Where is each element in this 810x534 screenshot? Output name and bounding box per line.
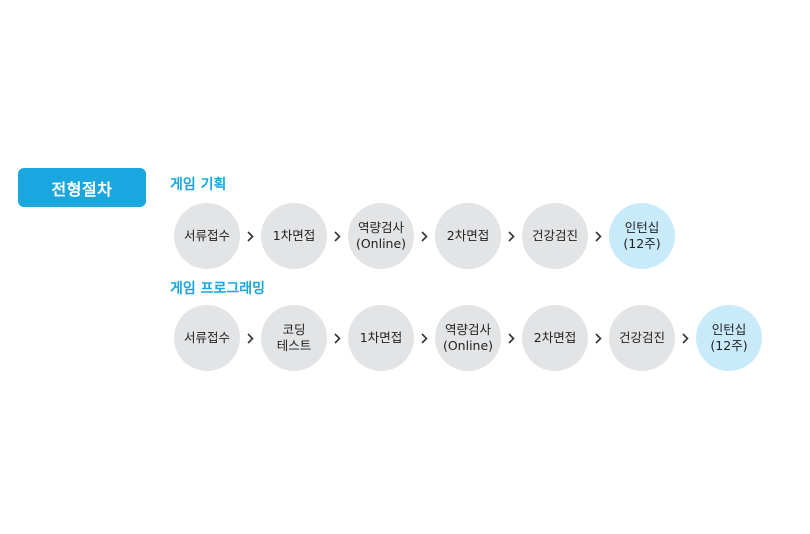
- process-step-label: 2차면접: [446, 228, 490, 243]
- chevron-right-icon: [240, 332, 261, 344]
- process-step-label: 인턴십: [624, 220, 660, 235]
- process-step: 1차면접: [261, 203, 327, 269]
- process-step: 건강검진: [609, 305, 675, 371]
- process-step-label: 건강검진: [531, 228, 578, 243]
- process-step-label: 2차면접: [533, 330, 577, 345]
- process-step-label: (12주): [623, 236, 661, 251]
- process-step-label: 테스트: [276, 338, 312, 353]
- chevron-right-icon: [240, 230, 261, 242]
- process-step: 1차면접: [348, 305, 414, 371]
- chevron-right-icon: [675, 332, 696, 344]
- process-step-label: 역량검사: [444, 322, 491, 337]
- track-title-programming: 게임 프로그래밍: [170, 281, 266, 297]
- process-step: 인턴십 (12주): [609, 203, 675, 269]
- process-step: 역량검사 (Online): [348, 203, 414, 269]
- process-step: 역량검사 (Online): [435, 305, 501, 371]
- process-step-label: (Online): [442, 338, 494, 353]
- process-step: 코딩 테스트: [261, 305, 327, 371]
- process-flow-planning: 서류접수 1차면접 역량검사 (Online) 2차면접 건강검진 인턴십 (12주): [174, 203, 675, 269]
- process-step: 2차면접: [435, 203, 501, 269]
- chevron-right-icon: [327, 230, 348, 242]
- process-step-label: 인턴십: [711, 322, 747, 337]
- process-step: 건강검진: [522, 203, 588, 269]
- chevron-right-icon: [414, 332, 435, 344]
- process-step-label: (12주): [710, 338, 748, 353]
- process-step-label: 코딩: [282, 322, 306, 337]
- process-step-label: (Online): [355, 236, 407, 251]
- process-step-label: 1차면접: [359, 330, 403, 345]
- process-step-label: 서류접수: [183, 330, 230, 345]
- process-badge: 전형절차: [18, 168, 146, 207]
- process-step-label: 1차면접: [272, 228, 316, 243]
- chevron-right-icon: [588, 332, 609, 344]
- process-step: 서류접수: [174, 305, 240, 371]
- process-step: 서류접수: [174, 203, 240, 269]
- process-step-label: 역량검사: [357, 220, 404, 235]
- process-step-label: 서류접수: [183, 228, 230, 243]
- process-flow-programming: 서류접수 코딩 테스트 1차면접 역량검사 (Online) 2차면접 건강검진 인턴십 (12주…: [174, 305, 762, 371]
- chevron-right-icon: [414, 230, 435, 242]
- chevron-right-icon: [501, 332, 522, 344]
- chevron-right-icon: [327, 332, 348, 344]
- process-step: 2차면접: [522, 305, 588, 371]
- chevron-right-icon: [588, 230, 609, 242]
- process-step: 인턴십 (12주): [696, 305, 762, 371]
- chevron-right-icon: [501, 230, 522, 242]
- track-title-planning: 게임 기획: [170, 177, 227, 193]
- process-step-label: 건강검진: [618, 330, 665, 345]
